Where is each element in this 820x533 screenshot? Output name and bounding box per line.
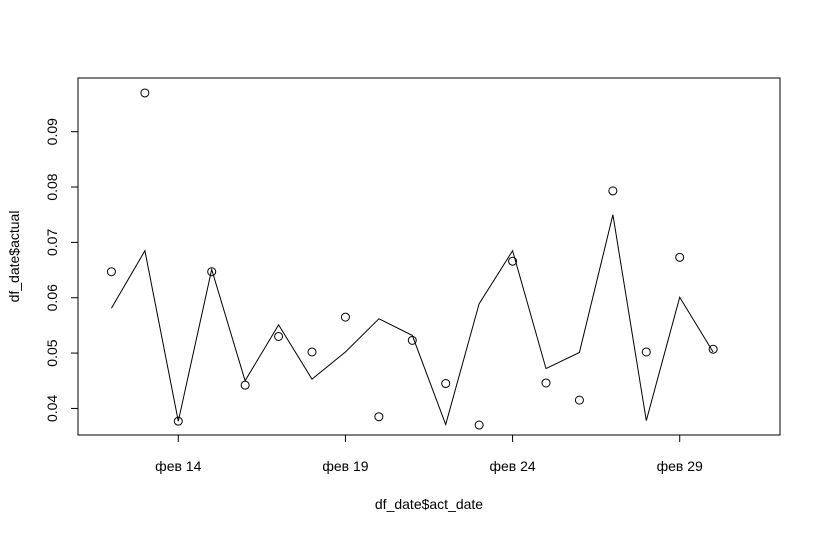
x-axis-title: df_date$act_date: [375, 496, 483, 512]
data-point: [307, 347, 317, 357]
x-axis: фев 14 фев 19 фев 24 фев 29: [155, 434, 703, 474]
data-point: [574, 395, 584, 405]
x-tick-label: фев 14: [155, 458, 201, 474]
plot-area-frame: [77, 77, 781, 436]
data-point: [207, 267, 217, 277]
y-tick-label: 0.06: [44, 284, 60, 311]
x-tick-label: фев 29: [657, 458, 703, 474]
x-tick-label: фев 24: [489, 458, 535, 474]
data-point: [140, 88, 150, 98]
data-point: [474, 420, 484, 430]
y-axis-title: df_date$actual: [6, 211, 22, 303]
y-tick-label: 0.04: [44, 395, 60, 422]
data-point: [240, 380, 250, 390]
data-point: [641, 347, 651, 357]
series-layer: [106, 88, 718, 430]
data-point: [173, 416, 183, 426]
y-axis: 0.04 0.05 0.06 0.07 0.08 0.09: [44, 118, 79, 422]
x-tick-label: фев 19: [322, 458, 368, 474]
data-point: [106, 267, 116, 277]
data-point: [441, 379, 451, 389]
data-point: [274, 331, 284, 341]
y-tick-label: 0.09: [44, 118, 60, 145]
y-tick-label: 0.08: [44, 173, 60, 200]
data-point: [541, 378, 551, 388]
fitted-line: [110, 214, 714, 427]
y-tick-label: 0.07: [44, 229, 60, 256]
data-point: [374, 412, 384, 422]
y-tick-label: 0.05: [44, 339, 60, 366]
data-point: [340, 312, 350, 322]
data-point: [708, 344, 718, 354]
data-point: [508, 256, 518, 266]
data-point: [675, 252, 685, 262]
data-point: [608, 186, 618, 196]
